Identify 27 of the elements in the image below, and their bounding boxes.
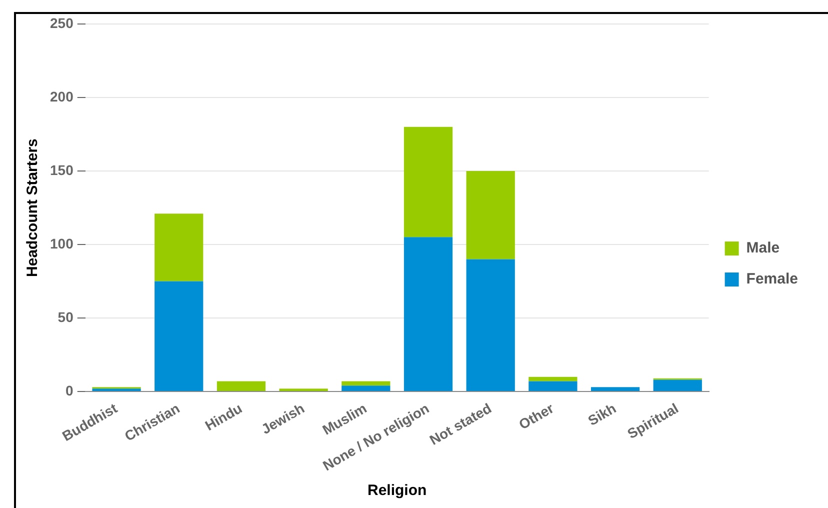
x-axis-title: Religion [367,482,427,500]
bar [404,126,453,238]
bar [154,281,204,392]
bar [466,259,515,392]
bar [279,388,328,392]
bar [466,171,515,260]
y-tick-label: 0 [66,382,74,398]
bar [528,381,578,392]
bar [342,381,390,386]
y-tick-label: 250 [50,14,74,31]
bar [590,387,640,392]
bar [342,386,390,392]
bar [92,388,141,392]
y-tick-label: 200 [50,88,74,104]
y-tick-label: 150 [50,162,74,178]
legend-label: Female [746,270,798,288]
bar [404,237,453,392]
x-tick-label: Other [516,400,557,432]
y-axis-title: Headcount Starters [24,138,42,277]
legend-label: Male [746,240,780,257]
y-tick-label: 100 [50,235,74,252]
bar [528,376,578,382]
bar [154,214,204,282]
y-tick-label: 50 [58,308,74,325]
x-tick-label: Sikh [585,400,619,429]
bar [216,381,266,392]
bar [653,380,702,392]
